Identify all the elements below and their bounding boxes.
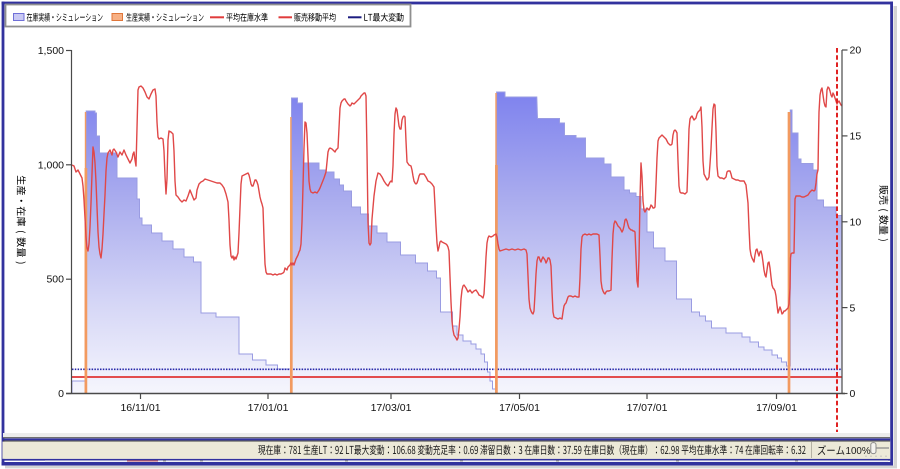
svg-text:10: 10 [850, 217, 862, 229]
svg-text:500: 500 [46, 274, 64, 286]
svg-text:17/03/01: 17/03/01 [371, 402, 412, 414]
svg-text:5: 5 [850, 302, 856, 314]
svg-text:16/11/01: 16/11/01 [120, 402, 160, 414]
svg-text:17/07/01: 17/07/01 [627, 402, 668, 414]
svg-text:15: 15 [850, 131, 862, 143]
svg-text:0: 0 [850, 388, 856, 400]
svg-text:17/01/01: 17/01/01 [248, 402, 289, 414]
svg-text:0: 0 [58, 388, 64, 400]
svg-text:17/05/01: 17/05/01 [499, 402, 540, 414]
svg-text:1,500: 1,500 [38, 45, 64, 57]
svg-text:1,000: 1,000 [38, 159, 64, 171]
svg-text:17/09/01: 17/09/01 [756, 402, 797, 414]
svg-text:20: 20 [850, 45, 862, 57]
svg-text:100%: 100% [846, 446, 871, 457]
